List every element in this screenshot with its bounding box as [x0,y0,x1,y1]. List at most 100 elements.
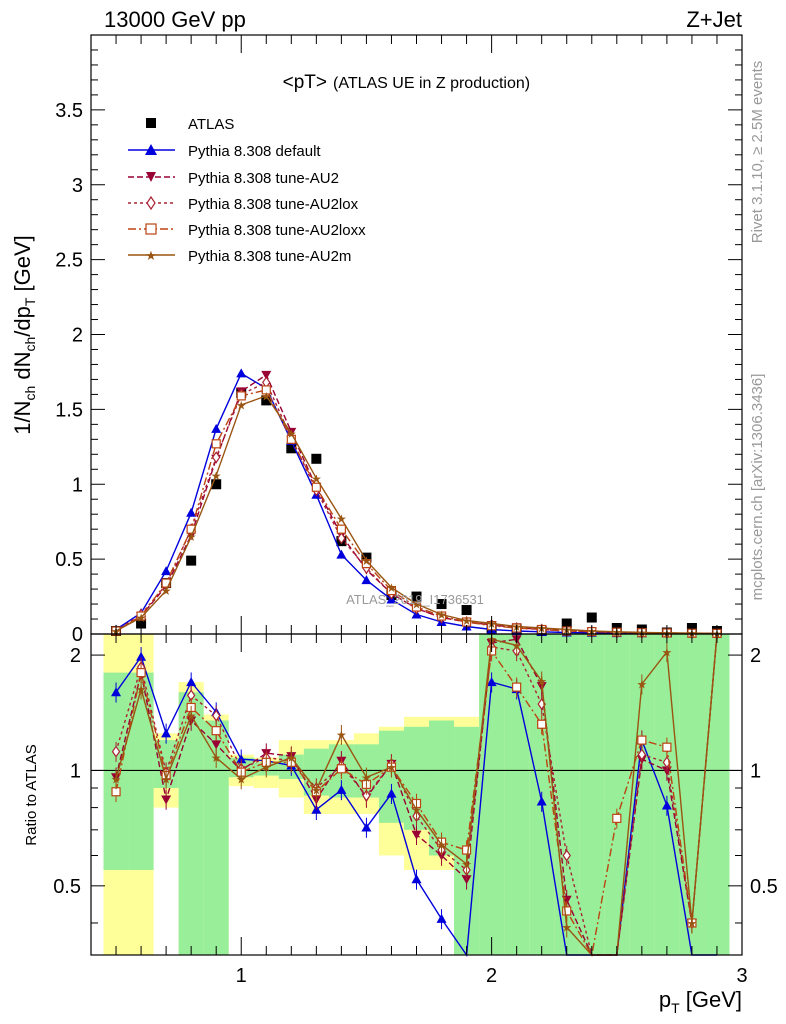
main-y-axis-label: 1/Nch dNch/dpT [GeV] [10,235,38,435]
ratio-point-au2m: ★ [211,751,222,765]
ratio-point-au2m: ★ [561,921,572,935]
main-point-au2m: ★ [311,472,322,486]
legend-label-au2loxx: Pythia 8.308 tune-AU2loxx [188,222,366,239]
ratio-point-au2 [161,795,172,805]
ratio-point-au2m: ★ [311,783,322,797]
legend-entry-default: Pythia 8.308 default [128,143,321,160]
main-point-au2loxx [336,524,346,534]
main-y-tick-label: 1.5 [55,399,83,421]
ratio-band-inner [128,672,154,870]
ratio-point-au2m: ★ [161,772,172,786]
ratio-y-tick-label-right: 0.5 [750,876,778,898]
ratio-y-axis-label: Ratio to ATLAS [23,744,40,845]
main-point-atlas [211,479,222,490]
ratio-point-au2m: ★ [511,639,522,653]
ratio-point-au2m: ★ [261,761,272,775]
ratio-point-au2m: ★ [236,772,247,786]
main-point-au2m: ★ [211,469,222,483]
main-point-au2m: ★ [386,581,397,595]
ratio-point-au2loxx [537,719,547,729]
header-left-title: 13000 GeV pp [104,7,246,32]
watermark: ATLAS_2019_I1736531 [346,592,484,607]
main-point-default [236,368,247,378]
main-point-au2m: ★ [436,608,447,622]
main-point-au2m: ★ [336,512,347,526]
main-point-au2m: ★ [411,598,422,612]
x-tick-label: 3 [736,965,747,987]
main-point-atlas [261,395,272,406]
ratio-point-au2m: ★ [336,728,347,742]
ratio-point-au2m: ★ [386,761,397,775]
main-point-atlas [186,555,197,566]
main-point-au2m: ★ [161,584,172,598]
ratio-point-default [186,677,197,687]
legend-marker-default [145,144,157,155]
main-y-tick-label: 1 [72,474,83,496]
ratio-y-tick-label: 1 [70,760,81,782]
ratio-point-default [486,677,497,687]
main-y-tick-label: 3 [72,175,83,197]
main-point-default [211,423,222,433]
header-right-title: Z+Jet [686,7,742,32]
ratio-point-au2loxx [512,682,522,692]
main-y-tick-label: 2.5 [55,250,83,272]
ratio-y-tick-label-right: 1 [750,760,761,782]
legend-entry-au2lox: Pythia 8.308 tune-AU2lox [128,195,359,213]
ratio-y-tick-label-right: 2 [750,645,761,667]
main-point-au2m: ★ [236,398,247,412]
ratio-y-tick-label: 2 [70,645,81,667]
main-y-tick-label: 0 [72,624,83,646]
ratio-point-au2m: ★ [136,683,147,697]
legend-entry-atlas: ATLAS [146,116,234,133]
x-tick-label: 1 [236,965,247,987]
legend: ATLAS Pythia 8.308 default Pythia 8.308 … [128,116,366,265]
ratio-point-au2 [411,830,422,840]
ratio-point-au2loxx [662,742,672,752]
ratio-point-au2lox [637,748,647,761]
legend-label-default: Pythia 8.308 default [188,143,321,160]
ratio-point-default [136,651,147,661]
ratio-point-au2m: ★ [461,858,472,872]
main-point-au2loxx [136,611,146,621]
main-point-au2loxx [411,602,422,612]
x-tick-label: 2 [486,965,497,987]
main-point-au2 [261,370,272,380]
main-point-atlas [561,618,572,629]
ratio-point-default [361,822,372,832]
legend-marker-atlas [146,118,156,128]
legend-marker-au2lox [146,195,156,211]
main-point-default [161,566,172,576]
main-point-atlas [461,605,472,616]
ratio-point-au2loxx [637,735,647,745]
ratio-point-au2m: ★ [286,751,297,765]
legend-marker-au2m: ★ [145,248,157,263]
main-point-au2loxx [211,439,221,449]
main-point-atlas [286,443,297,454]
ratio-point-default [661,800,672,810]
ratio-point-au2m: ★ [536,675,547,689]
ratio-uncertainty-bands [103,634,730,955]
main-point-au2loxx [311,482,321,492]
main-point-au2loxx [261,385,271,395]
ratio-band-inner [604,634,630,955]
main-point-au2lox [211,451,221,464]
main-point-au2loxx [186,524,196,534]
ratio-point-au2m: ★ [186,709,197,723]
ratio-point-au2loxx [211,726,221,736]
ratio-point-default [111,687,122,697]
ratio-band-inner [654,634,680,955]
main-point-au2m: ★ [186,530,197,544]
ratio-point-default [411,874,422,884]
legend-label-au2: Pythia 8.308 tune-AU2 [188,170,339,187]
ratio-point-au2m: ★ [436,838,447,852]
main-point-atlas [361,552,372,563]
main-y-tick-label: 0.5 [55,549,83,571]
legend-marker-au2loxx [145,223,157,235]
ratio-point-au2m: ★ [111,772,122,786]
main-point-au2m: ★ [361,554,372,568]
ratio-point-au2m: ★ [687,916,698,930]
legend-label-au2lox: Pythia 8.308 tune-AU2lox [188,196,359,213]
ratio-point-au2lox [111,745,121,758]
main-point-atlas [436,599,447,610]
main-point-atlas [586,612,597,623]
